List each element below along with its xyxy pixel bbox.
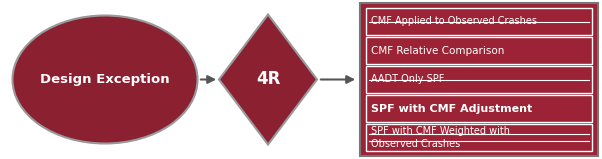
- Polygon shape: [219, 14, 317, 145]
- FancyBboxPatch shape: [360, 3, 598, 156]
- FancyBboxPatch shape: [366, 124, 592, 151]
- FancyBboxPatch shape: [366, 8, 592, 35]
- Ellipse shape: [13, 15, 197, 144]
- FancyBboxPatch shape: [366, 66, 592, 93]
- Text: AADT Only SPF: AADT Only SPF: [371, 75, 444, 84]
- Text: SPF with CMF Weighted with
Observed Crashes: SPF with CMF Weighted with Observed Cras…: [371, 126, 510, 149]
- Text: 4R: 4R: [256, 70, 280, 89]
- Text: CMF Applied to Observed Crashes: CMF Applied to Observed Crashes: [371, 17, 537, 27]
- Text: SPF with CMF Adjustment: SPF with CMF Adjustment: [371, 104, 532, 114]
- Text: Design Exception: Design Exception: [40, 73, 170, 86]
- FancyBboxPatch shape: [366, 37, 592, 64]
- Text: CMF Relative Comparison: CMF Relative Comparison: [371, 45, 504, 55]
- FancyBboxPatch shape: [366, 95, 592, 122]
